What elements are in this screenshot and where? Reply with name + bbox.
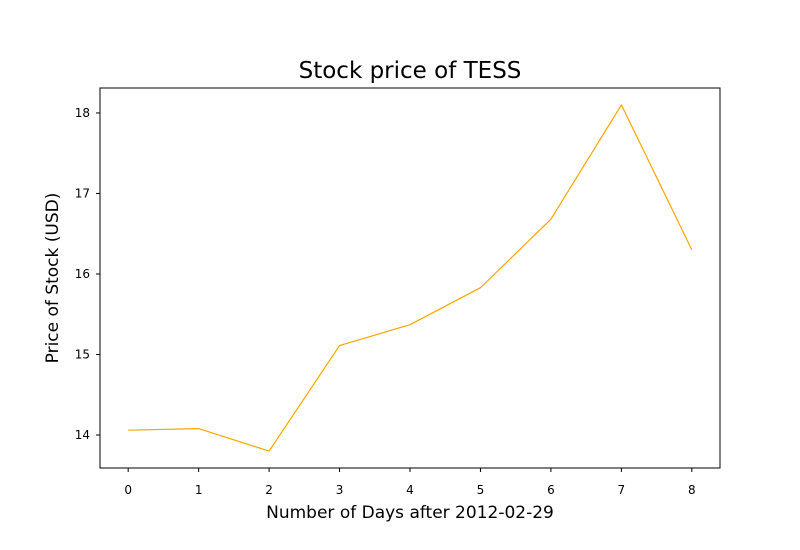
x-tick-label: 0 — [124, 483, 132, 497]
x-tick-label: 5 — [477, 483, 485, 497]
y-axis-label: Price of Stock (USD) — [43, 193, 63, 364]
y-tick-label: 17 — [75, 186, 90, 200]
y-axis: 14 15 16 17 18 — [75, 106, 100, 442]
x-tick-label: 8 — [688, 483, 696, 497]
y-tick-label: 16 — [75, 267, 90, 281]
y-tick-label: 14 — [75, 428, 90, 442]
y-tick-label: 15 — [75, 347, 90, 361]
series-line — [128, 104, 693, 452]
chart-title: Stock price of TESS — [299, 58, 522, 84]
x-tick-label: 4 — [406, 483, 414, 497]
x-tick-label: 1 — [195, 483, 203, 497]
x-axis-label: Number of Days after 2012-02-29 — [266, 503, 554, 523]
x-tick-label: 6 — [547, 483, 555, 497]
series-layer — [128, 104, 693, 452]
y-tick-label: 18 — [75, 106, 90, 120]
x-tick-label: 2 — [265, 483, 273, 497]
plot-area — [99, 87, 721, 469]
x-tick-label: 7 — [618, 483, 626, 497]
x-axis: 0 1 2 3 4 5 6 7 8 — [124, 468, 696, 497]
x-tick-label: 3 — [336, 483, 344, 497]
